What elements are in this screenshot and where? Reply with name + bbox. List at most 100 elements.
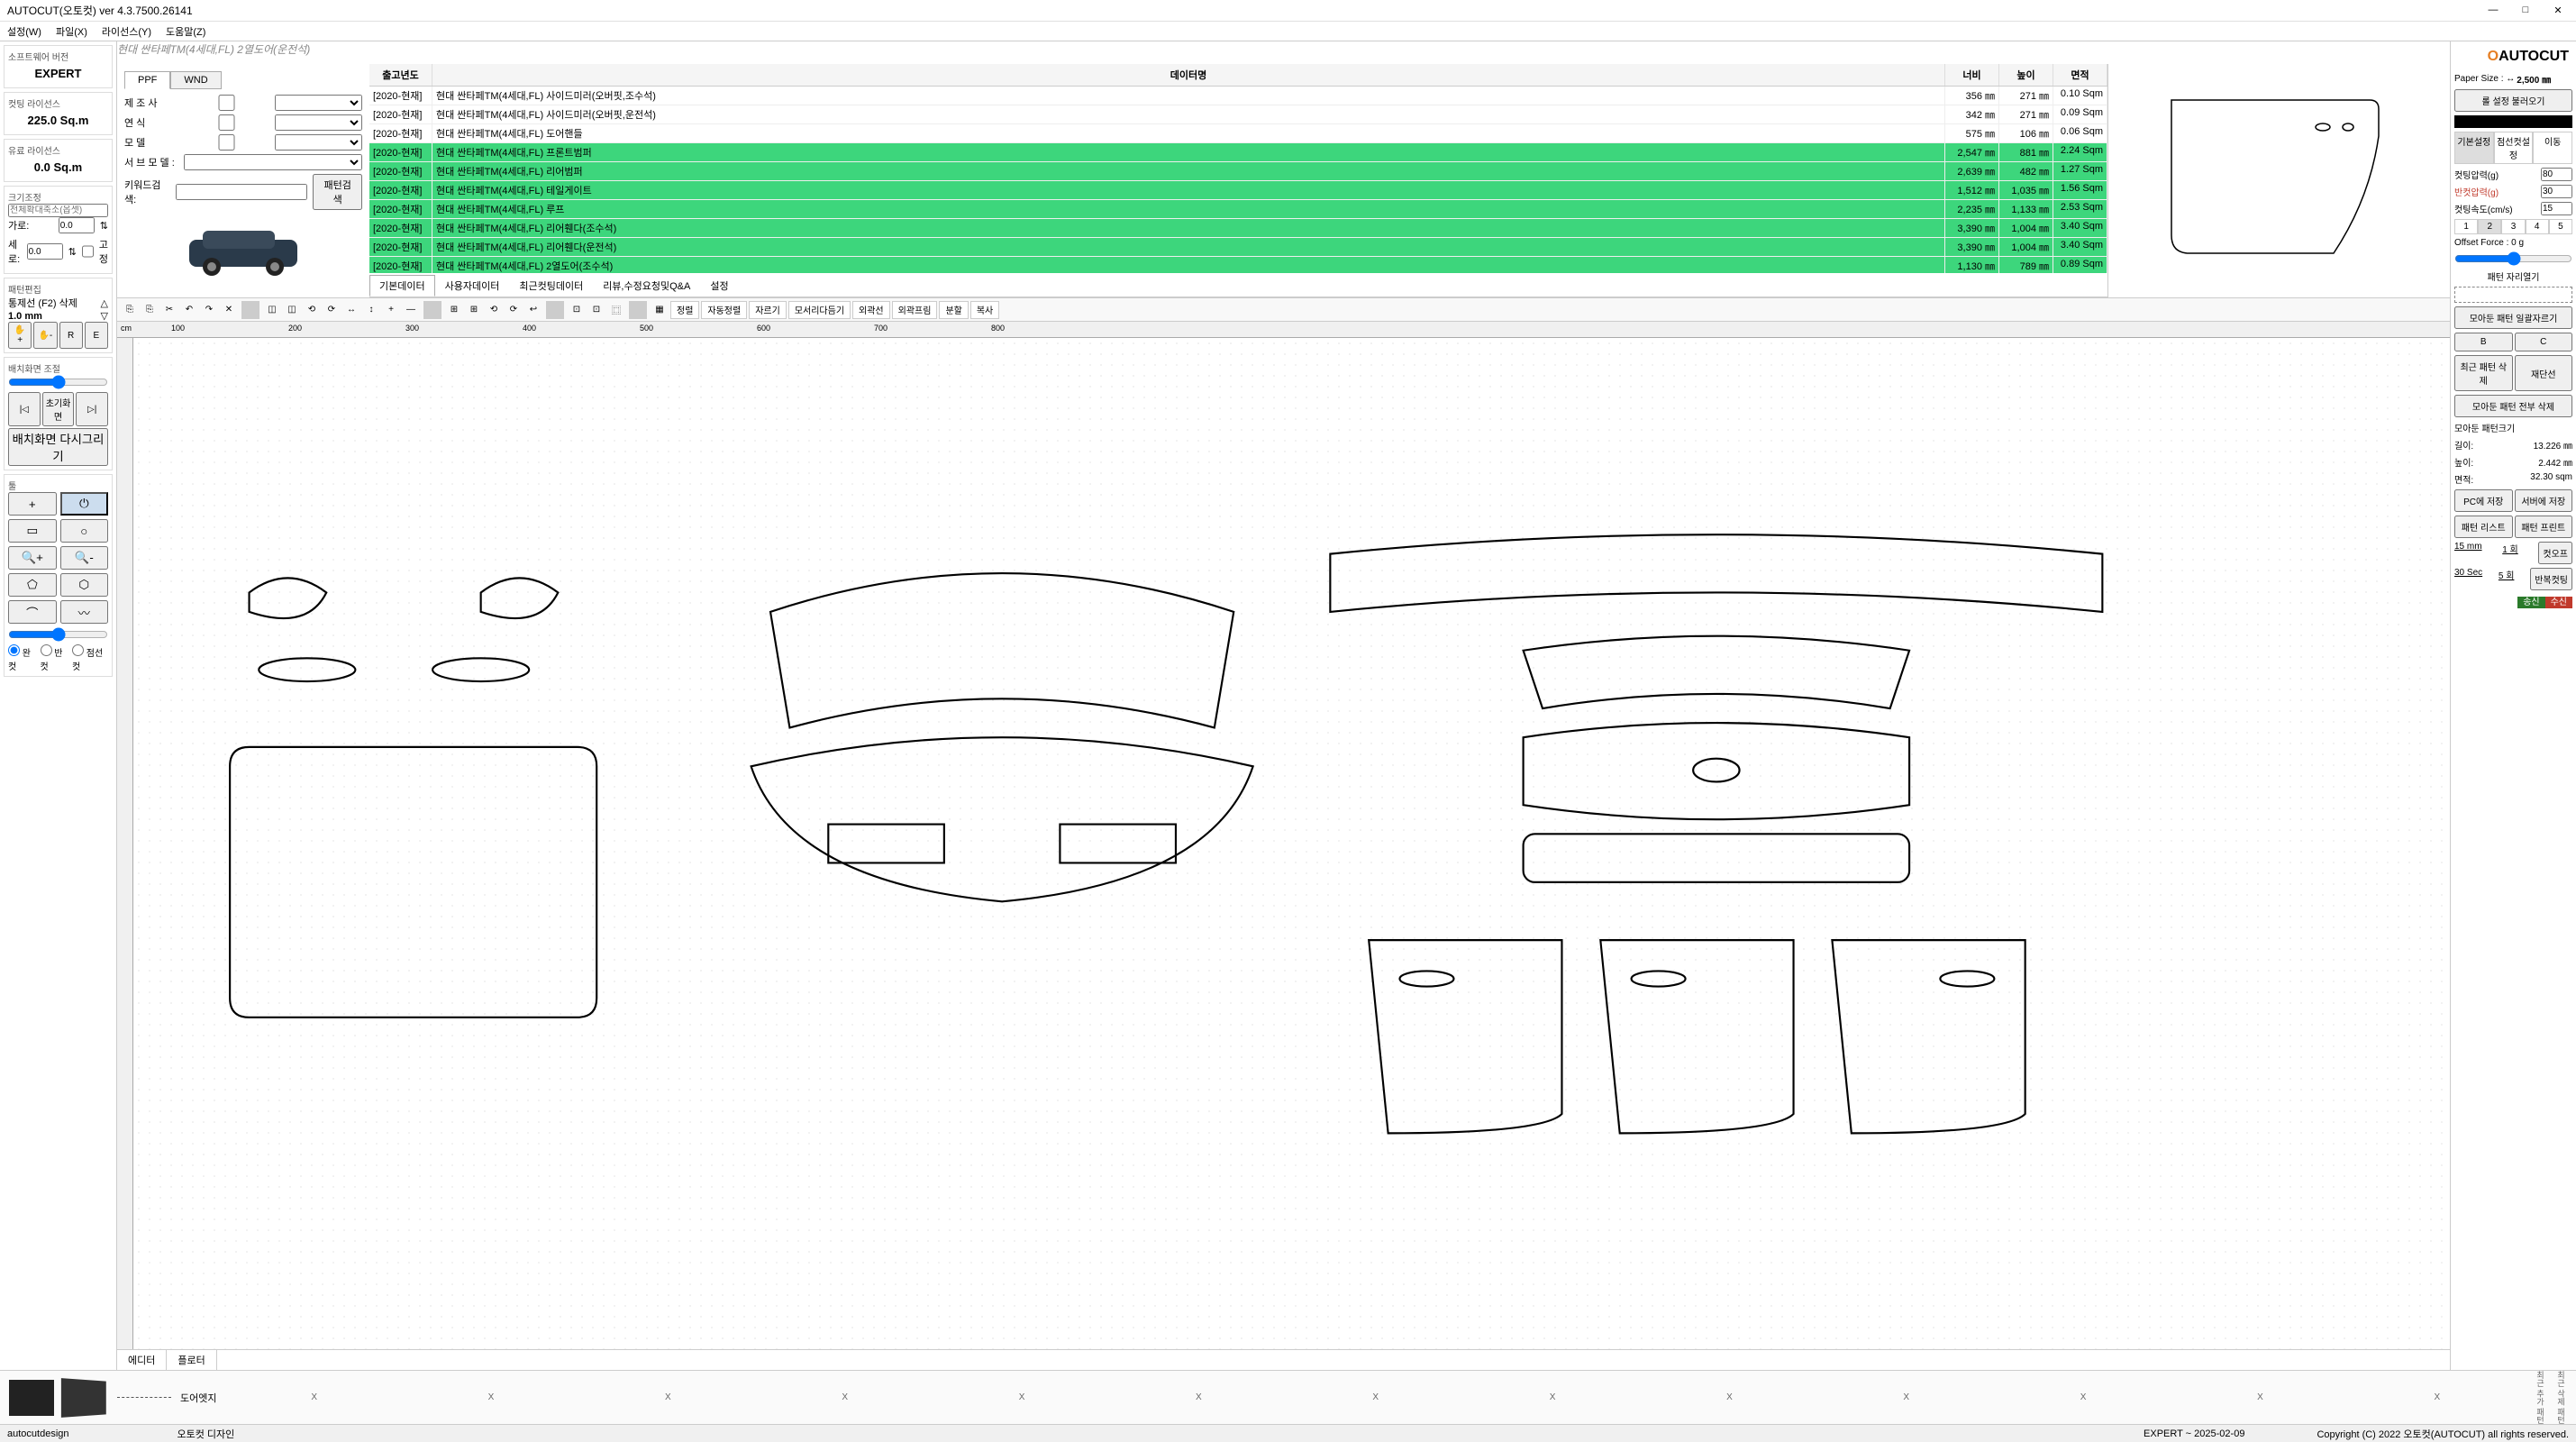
table-row[interactable]: [2020-현재]현대 싼타페TM(4세대,FL) 프론트범퍼2,547 ㎜88… <box>369 143 2107 162</box>
full-cut-radio[interactable]: 완컷 <box>8 644 37 672</box>
width-stepper-icon[interactable]: ⇅ <box>100 220 108 232</box>
mm15-link[interactable]: 15 mm <box>2454 542 2482 564</box>
tool-plus[interactable]: + <box>8 492 57 516</box>
toolbar-icon-20[interactable]: ↩ <box>524 301 542 319</box>
table-row[interactable]: [2020-현재]현대 싼타페TM(4세대,FL) 리어휀다(조수석)3,390… <box>369 219 2107 238</box>
pattern-slot[interactable] <box>2454 287 2572 303</box>
right-tab-move[interactable]: 이동 <box>2533 132 2572 164</box>
tab-wnd[interactable]: WND <box>170 71 221 89</box>
toolbar-copy[interactable]: 복사 <box>970 301 999 319</box>
toolbar-icon-10[interactable]: ⟳ <box>323 301 341 319</box>
subtab-user[interactable]: 사용자데이터 <box>435 275 510 297</box>
toolbar-crop[interactable]: 자르기 <box>749 301 787 319</box>
cutoff-button[interactable]: 컷오프 <box>2538 542 2572 564</box>
subtab-basic[interactable]: 기본데이터 <box>369 275 435 297</box>
canvas[interactable] <box>133 338 2450 1349</box>
menu-file[interactable]: 파일(X) <box>56 24 87 39</box>
tool-zoom-in[interactable]: 🔍+ <box>8 546 57 570</box>
table-row[interactable]: [2020-현재]현대 싼타페TM(4세대,FL) 테일게이트1,512 ㎜1,… <box>369 181 2107 200</box>
toolbar-split[interactable]: 분할 <box>939 301 968 319</box>
right-tab-basic[interactable]: 기본설정 <box>2454 132 2494 164</box>
tool-arc[interactable]: ⌒ <box>8 600 57 624</box>
subtab-review[interactable]: 리뷰,수정요청및Q&A <box>593 275 700 297</box>
subtab-recent[interactable]: 최근컷팅데이터 <box>509 275 593 297</box>
menu-license[interactable]: 라이선스(Y) <box>102 24 151 39</box>
toolbar-icon-13[interactable]: + <box>382 301 400 319</box>
bottom-tab-plotter[interactable]: 플로터 <box>167 1350 216 1370</box>
toolbar-icon-3[interactable]: ↶ <box>180 301 198 319</box>
last-button[interactable]: ▷| <box>76 392 108 426</box>
times1-link[interactable]: 1 회 <box>2502 542 2518 564</box>
offset-slider[interactable] <box>2454 251 2572 266</box>
size-offset-input[interactable] <box>8 204 108 217</box>
toolbar-outline_frame[interactable]: 외곽프림 <box>892 301 938 319</box>
year-select[interactable] <box>275 114 362 131</box>
fix-checkbox[interactable] <box>82 243 94 260</box>
tension-down-icon[interactable]: ▽ <box>101 310 108 322</box>
table-row[interactable]: [2020-현재]현대 싼타페TM(4세대,FL) 도어핸들575 ㎜106 ㎜… <box>369 124 2107 143</box>
subtab-settings[interactable]: 설정 <box>700 275 738 297</box>
toolbar-icon-16[interactable]: ⊞ <box>445 301 463 319</box>
toolbar-icon-22[interactable]: ⊡ <box>568 301 586 319</box>
toolbar-icon-11[interactable]: ↔ <box>342 301 360 319</box>
pattern-print-button[interactable]: 패턴 프린트 <box>2515 516 2573 538</box>
right-tab-dot[interactable]: 점선컷설정 <box>2494 132 2534 164</box>
toolbar-icon-17[interactable]: ⊞ <box>465 301 483 319</box>
preset-4[interactable]: 4 <box>2526 219 2549 234</box>
load-roll-button[interactable]: 롤 설정 불러오기 <box>2454 89 2572 112</box>
toolbar-icon-9[interactable]: ⟲ <box>303 301 321 319</box>
mfr-select[interactable] <box>275 95 362 111</box>
toolbar-icon-19[interactable]: ⟳ <box>505 301 523 319</box>
search-button[interactable]: 패턴검색 <box>313 174 362 210</box>
thumb-2[interactable] <box>61 1378 106 1418</box>
tool-poly2[interactable]: ⬡ <box>60 573 109 597</box>
toolbar-icon-18[interactable]: ⟲ <box>485 301 503 319</box>
menu-help[interactable]: 도움말(Z) <box>166 24 205 39</box>
init-view-button[interactable]: 초기화면 <box>42 392 75 426</box>
table-row[interactable]: [2020-현재]현대 싼타페TM(4세대,FL) 사이드미러(오버핏,조수석)… <box>369 87 2107 105</box>
c-button[interactable]: C <box>2515 333 2573 351</box>
keyword-input[interactable] <box>176 184 307 200</box>
height-stepper-icon[interactable]: ⇅ <box>68 246 77 258</box>
toolbar-icon-7[interactable]: ◫ <box>263 301 281 319</box>
toolbar-icon-14[interactable]: — <box>402 301 420 319</box>
toolbar-icon-8[interactable]: ◫ <box>283 301 301 319</box>
table-row[interactable]: [2020-현재]현대 싼타페TM(4세대,FL) 리어휀다(운전석)3,390… <box>369 238 2107 257</box>
preset-2[interactable]: 2 <box>2478 219 2501 234</box>
tension-up-icon[interactable]: △ <box>101 297 108 309</box>
dot-cut-radio[interactable]: 점선컷 <box>72 644 108 672</box>
preset-3[interactable]: 3 <box>2501 219 2525 234</box>
table-row[interactable]: [2020-현재]현대 싼타페TM(4세대,FL) 루프2,235 ㎜1,133… <box>369 200 2107 219</box>
bottom-tab-editor[interactable]: 에디터 <box>117 1350 167 1370</box>
pattern-list-button[interactable]: 패턴 리스트 <box>2454 516 2513 538</box>
year-check[interactable] <box>184 114 269 131</box>
thumb-1[interactable] <box>9 1380 54 1416</box>
toolbar-auto_align[interactable]: 자동정렬 <box>701 301 747 319</box>
toolbar-outline[interactable]: 외곽선 <box>852 301 890 319</box>
hand-add-button[interactable]: ✋+ <box>8 322 32 349</box>
half-cut-radio[interactable]: 반컷 <box>41 644 69 672</box>
repeat-cut-button[interactable]: 반복컷팅 <box>2530 568 2572 590</box>
delete-all-button[interactable]: 모아둔 패턴 전부 삭제 <box>2454 395 2572 417</box>
sec30-link[interactable]: 30 Sec <box>2454 568 2482 590</box>
table-row[interactable]: [2020-현재]현대 싼타페TM(4세대,FL) 사이드미러(오버핏,운전석)… <box>369 105 2107 124</box>
mfr-check[interactable] <box>184 95 269 111</box>
table-row[interactable]: [2020-현재]현대 싼타페TM(4세대,FL) 2열도어(조수석)1,130… <box>369 257 2107 273</box>
toolbar-icon-4[interactable]: ↷ <box>200 301 218 319</box>
close-button[interactable]: ✕ <box>2547 5 2569 16</box>
toolbar-icon-24[interactable]: ⿴ <box>607 301 625 319</box>
table-row[interactable]: [2020-현재]현대 싼타페TM(4세대,FL) 리어범퍼2,639 ㎜482… <box>369 162 2107 181</box>
height-input[interactable] <box>27 243 63 260</box>
redraw-button[interactable]: 배치화면 다시그리기 <box>8 428 108 466</box>
preset-1[interactable]: 1 <box>2454 219 2478 234</box>
tool-zoom-out[interactable]: 🔍- <box>60 546 109 570</box>
cut-speed-input[interactable] <box>2541 202 2572 215</box>
e-button[interactable]: E <box>85 322 108 349</box>
width-input[interactable] <box>59 217 95 233</box>
tool-power[interactable]: ⏻ <box>60 492 109 516</box>
save-server-button[interactable]: 서버에 저장 <box>2515 489 2573 512</box>
toolbar-icon-1[interactable]: ⎘ <box>141 301 159 319</box>
tool-curve[interactable]: 〰 <box>60 600 109 624</box>
toolbar-icon-26[interactable]: ▦ <box>651 301 669 319</box>
tool-slider[interactable] <box>8 627 108 642</box>
